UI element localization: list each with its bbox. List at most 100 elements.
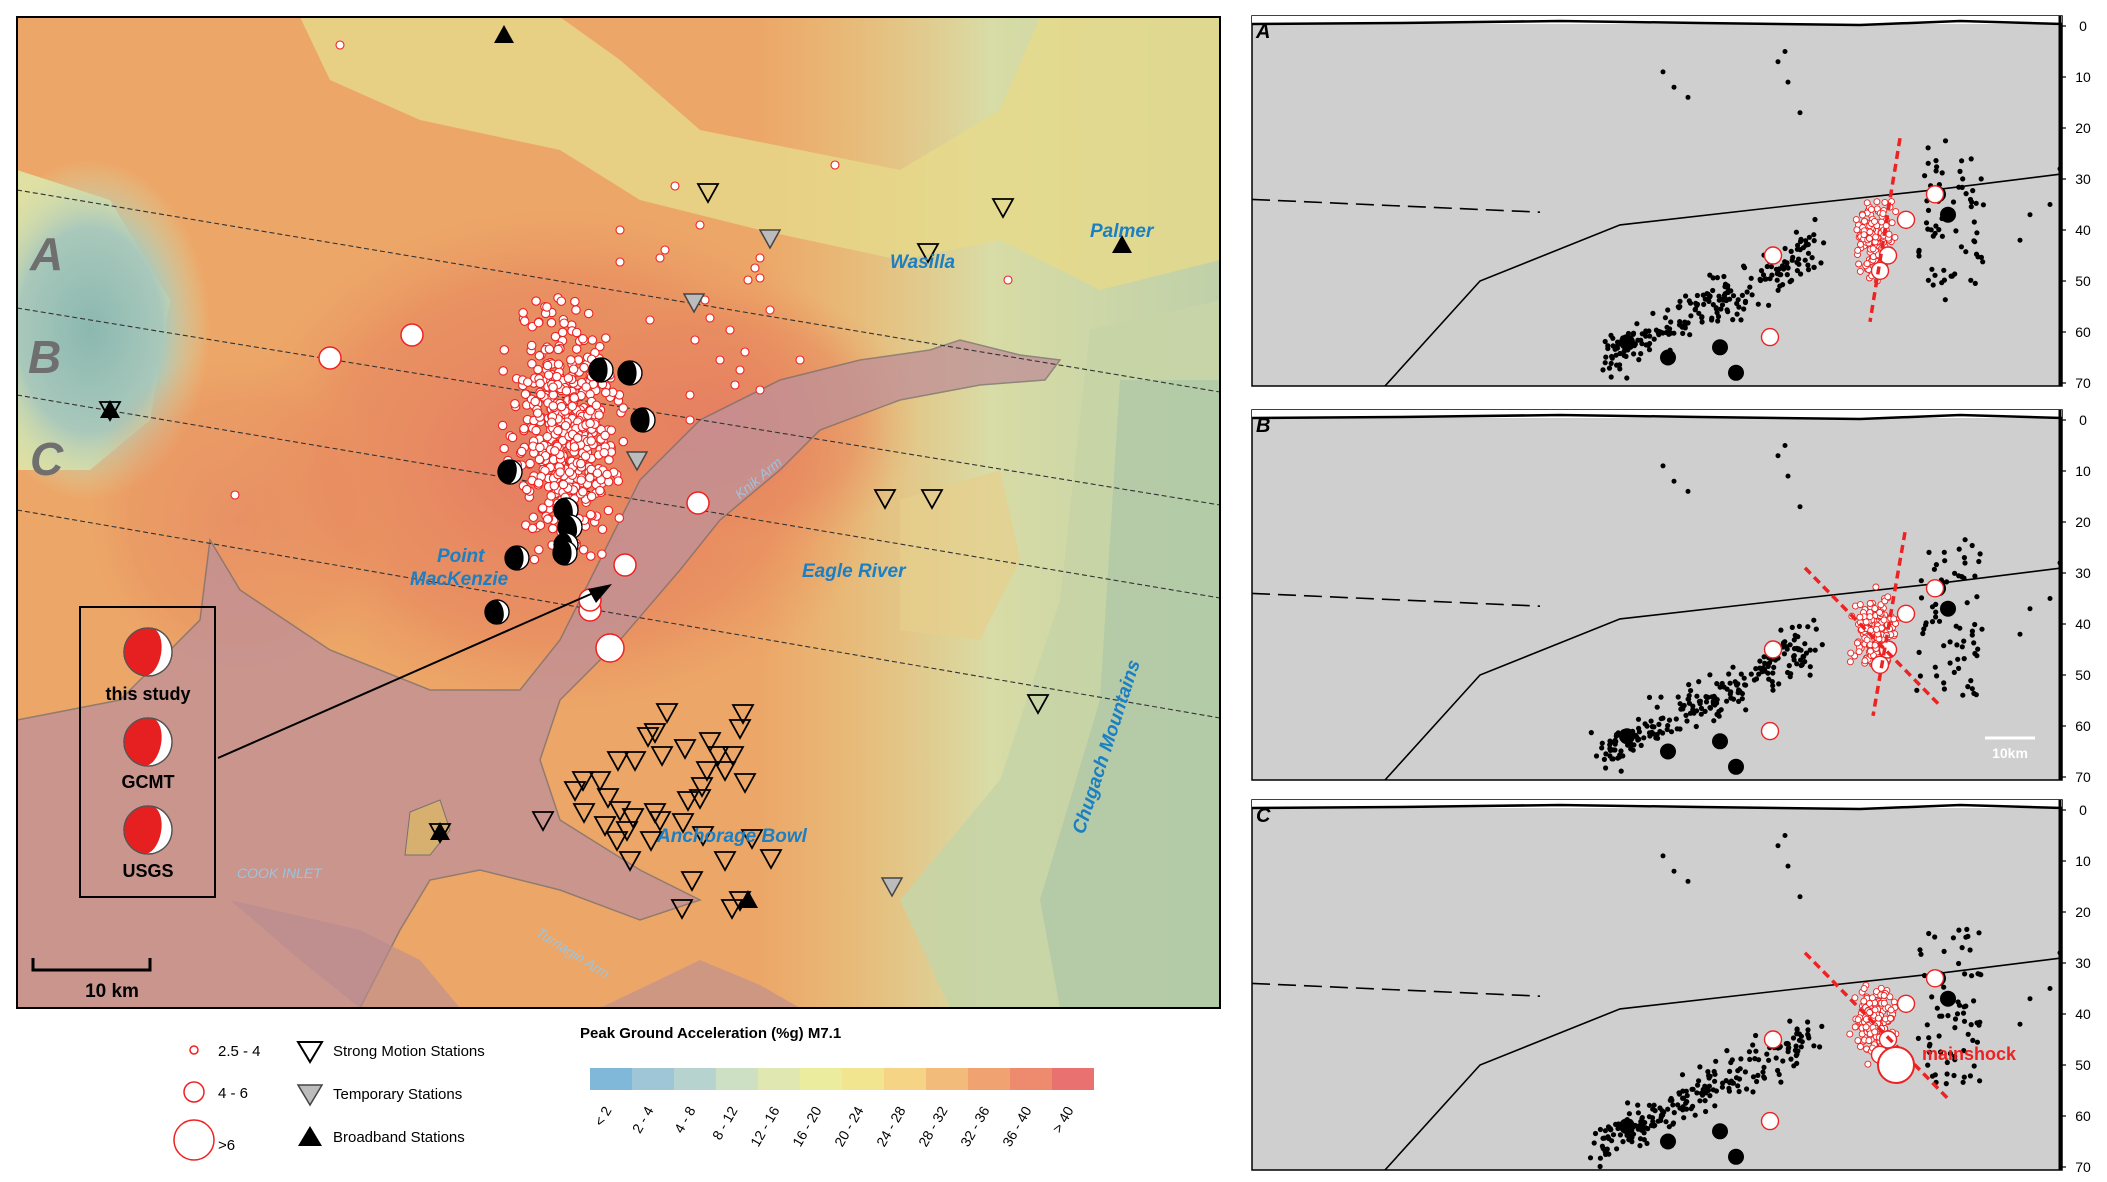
hypocenter-background — [1943, 1081, 1949, 1087]
hypocenter-background — [1757, 658, 1763, 664]
depth-tick-label: 60 — [2075, 324, 2091, 340]
pga-bin-swatch — [968, 1068, 1010, 1090]
hypocenter-background — [1773, 266, 1779, 272]
hypocenter-background — [1799, 1039, 1805, 1045]
hypocenter-background — [1680, 706, 1686, 712]
broadband-station — [494, 25, 514, 43]
aftershock — [603, 505, 614, 516]
hypocenter-background — [1681, 1115, 1687, 1121]
hypocenter-background — [1807, 672, 1813, 678]
aftershock — [725, 325, 735, 335]
aftershock — [230, 490, 240, 500]
hypocenter-aftershock — [1856, 1043, 1864, 1051]
aftershock — [527, 523, 538, 534]
hypocenter-background — [1743, 707, 1749, 713]
hypocenter-background — [1710, 287, 1716, 294]
aftershock — [533, 364, 543, 375]
hypocenter-background — [1809, 255, 1815, 261]
hypocenter-background — [1932, 272, 1938, 278]
legend-temporary: Temporary Stations — [333, 1086, 462, 1103]
hypocenter-background — [1649, 724, 1655, 730]
hypocenter-background — [1662, 315, 1668, 321]
hypocenter-background — [1704, 1084, 1710, 1090]
hypocenter-background — [1778, 627, 1784, 633]
strong-motion-station — [618, 851, 642, 872]
hypocenter-background — [1728, 1078, 1734, 1084]
cross-section-letter: B — [1256, 415, 1270, 437]
hypocenter-background — [1652, 1108, 1658, 1114]
hypocenter-background — [1971, 640, 1977, 646]
pga-bin-label: 36 - 40 — [999, 1103, 1035, 1149]
hypocenter-background — [1607, 738, 1613, 744]
hypocenter-background — [1791, 653, 1797, 659]
hypocenter-background — [1950, 935, 1956, 941]
hypocenter-background — [1660, 69, 1666, 75]
hypocenter-aftershock — [1887, 1006, 1895, 1014]
cross-section-panel-b: B 0 10 20 30 40 50 60 70 10km — [1251, 409, 2091, 785]
aftershock — [715, 355, 725, 365]
hypocenter-background — [1968, 277, 1974, 283]
hypocenter-aftershock — [1852, 216, 1860, 224]
hypocenter-background — [1735, 1068, 1741, 1074]
hypocenter-background — [1728, 695, 1734, 701]
hypocenter-background — [1978, 254, 1984, 260]
hypocenter-background — [1710, 275, 1716, 281]
pga-bin-label: 4 - 8 — [671, 1103, 699, 1135]
place-point-mackenzie-line1: Point — [437, 546, 485, 567]
hypocenter-background — [1776, 1071, 1782, 1078]
hypocenter-background — [1642, 721, 1648, 727]
place-palmer: Palmer — [1090, 221, 1155, 242]
hypocenter-background — [1974, 653, 1980, 659]
focal-mechanism-beachball — [630, 407, 656, 433]
hypocenter-aftershock — [1853, 226, 1861, 234]
aftershock — [572, 433, 583, 443]
pga-bin-swatch — [800, 1068, 842, 1090]
hypocenter-background — [1646, 694, 1653, 701]
aftershock — [599, 447, 609, 458]
strong-motion-station — [643, 803, 667, 824]
place-anchorage-bowl: Anchorage Bowl — [656, 826, 808, 847]
hypocenter-background — [1711, 718, 1717, 724]
hypocenter-large — [1728, 364, 1744, 381]
hypocenter-aftershock — [1887, 1015, 1894, 1022]
hypocenter-background — [1782, 833, 1788, 838]
hypocenter-background — [1727, 296, 1733, 302]
hypocenter-background — [1739, 292, 1745, 298]
hypocenter-background — [1748, 671, 1754, 677]
hypocenter-background — [1977, 971, 1983, 977]
hypocenter-background — [1656, 721, 1662, 728]
hypocenter-background — [1724, 698, 1730, 704]
hypocenter-background — [1720, 1080, 1726, 1086]
hypocenter-background — [1914, 687, 1920, 693]
hypocenter-background — [2047, 202, 2053, 207]
hypocenter-background — [1934, 673, 1940, 679]
hypocenter-background — [1956, 546, 1962, 552]
strong-motion-station — [572, 803, 596, 824]
hypocenter-background — [1775, 453, 1781, 459]
hypocenter-background — [1954, 642, 1960, 648]
hypocenter-background — [1785, 1040, 1791, 1047]
hypocenter-background — [1960, 176, 1966, 182]
hypocenter-background — [1812, 647, 1818, 653]
aftershock — [556, 401, 567, 412]
hypocenter-background — [1775, 1067, 1781, 1074]
hypocenter-background — [1925, 1062, 1931, 1068]
hypocenter-large — [1660, 349, 1676, 366]
hypocenter-background — [1658, 716, 1664, 722]
hypocenter-background — [1928, 227, 1934, 233]
aftershock — [690, 335, 700, 345]
hypocenter-background — [1674, 726, 1680, 732]
hypocenter-background — [1956, 184, 1962, 190]
hypocenter-aftershock-m4 — [1763, 640, 1783, 659]
aftershock-m4 — [318, 346, 342, 370]
hypocenter-background — [1647, 333, 1653, 339]
hypocenter-background — [1664, 324, 1670, 330]
hypocenter-background — [1930, 233, 1936, 239]
strong-motion-station — [731, 704, 755, 725]
hypocenter-background — [1739, 691, 1745, 697]
strong-motion-station — [676, 791, 700, 812]
hypocenter-background — [1606, 1135, 1612, 1142]
hypocenter-background — [1788, 248, 1794, 254]
hypocenter-background — [2017, 1021, 2023, 1027]
hypocenter-background — [1738, 671, 1744, 677]
